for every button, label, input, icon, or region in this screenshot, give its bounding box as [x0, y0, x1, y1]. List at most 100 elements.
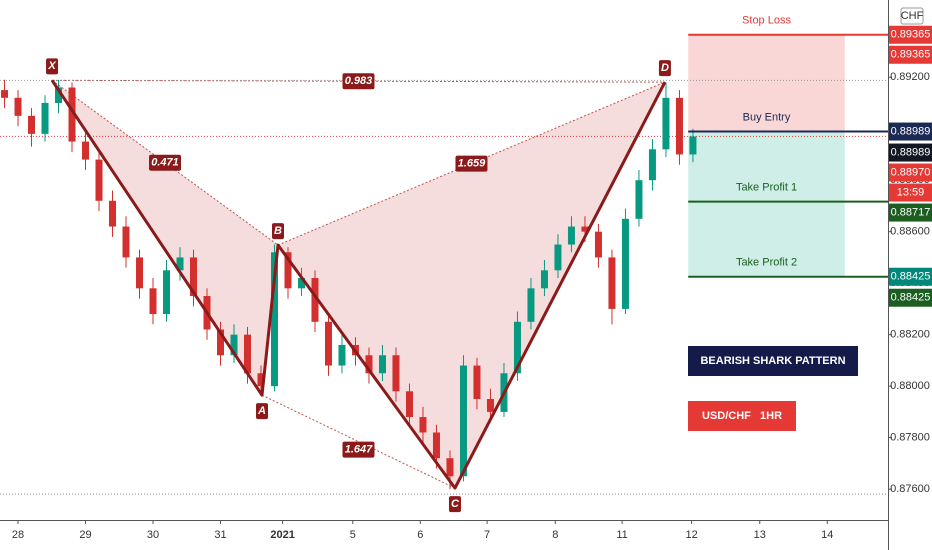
stop-price: 0.89365 [891, 49, 931, 61]
x-tick-label: 30 [147, 529, 159, 541]
candle-body [190, 257, 198, 297]
candle-body [608, 257, 616, 309]
candle-body [270, 252, 278, 387]
subtitle-bg [688, 401, 796, 431]
ratio-label: 0.471 [151, 157, 179, 169]
currency: CHF [901, 10, 924, 22]
x-tick-label: 14 [821, 529, 833, 541]
candle-body [648, 149, 656, 181]
tp1-price: 0.88717 [891, 206, 931, 218]
title-bg [688, 346, 858, 376]
candle-body [176, 257, 184, 271]
candle-body [149, 288, 157, 315]
x-tick-label: 6 [417, 529, 423, 541]
candle-body [365, 355, 373, 374]
point-badge [448, 496, 461, 513]
y-tick-label: 0.88000 [890, 380, 930, 392]
ratio-badge [455, 155, 488, 172]
candle-body [284, 252, 292, 289]
candle-body [689, 136, 697, 155]
x-tick-label: 11 [616, 529, 627, 541]
candle-body [662, 97, 670, 150]
candle-body [581, 226, 589, 232]
entry-price-bg [889, 122, 932, 141]
level-name: Stop Loss [742, 15, 791, 27]
candle-body [109, 200, 117, 227]
candle-body [311, 278, 319, 322]
point-badge [658, 60, 671, 77]
candle-body [136, 257, 144, 289]
point-badge [272, 223, 285, 240]
profit-zone [688, 131, 845, 277]
ratio-badge [149, 154, 182, 171]
tp2-price: 0.88425 [891, 271, 931, 283]
tp2-price-bg [889, 267, 932, 286]
candle-body [392, 355, 400, 392]
candle-body [419, 417, 427, 433]
ratio-badge [342, 73, 375, 90]
candle-body [324, 321, 332, 366]
entry-price: 0.88989 [891, 146, 931, 158]
candle-body [95, 159, 103, 201]
point-badge [256, 403, 269, 420]
candle-body [486, 399, 494, 412]
candle-body [446, 458, 454, 477]
candle-body [230, 334, 238, 356]
entry-price: 0.88989 [891, 125, 931, 137]
x-tick-label: 12 [685, 529, 697, 541]
stop-price-bg [889, 45, 932, 64]
point-label: D [661, 62, 669, 74]
y-tick-label: 0.87800 [890, 432, 930, 444]
candle-body [513, 321, 521, 374]
plot: 28 29 30 31 2021 5 6 7 8 11 12 13 14 X A B C D 0.983 0.471 1… [0, 15, 892, 541]
level-name: Buy Entry [743, 111, 791, 123]
pattern-legs [50, 79, 667, 490]
candle-body [675, 97, 683, 155]
candle-body [473, 365, 481, 400]
candle-body [540, 270, 548, 289]
tp2-price-bg [889, 288, 932, 307]
y-tick-label: 0.87600 [890, 483, 930, 495]
candle-body [432, 432, 440, 459]
candle-body [459, 365, 467, 477]
x-tick-label: 29 [79, 529, 91, 541]
candle-body [594, 231, 602, 258]
candle-body [122, 226, 130, 258]
x-tick-label: 28 [12, 529, 24, 541]
candle-body [216, 329, 224, 356]
last-price-bg [889, 163, 932, 182]
tp2-price: 0.88425 [891, 292, 931, 304]
countdown: 13:59 [897, 186, 925, 198]
chart-subtitle: USD/CHF 1HR [702, 410, 782, 422]
candle-body [297, 278, 305, 289]
stop-zone [688, 34, 845, 132]
candle-body [82, 141, 90, 160]
candle-body [405, 391, 413, 418]
candle-body [68, 87, 76, 142]
x-tick-label: 8 [552, 529, 558, 541]
y-tick-label: 0.89200 [890, 71, 930, 83]
candle-body [378, 355, 386, 374]
entry-price-bg [889, 143, 932, 162]
x-tick-label: 13 [754, 529, 766, 541]
candle-body [14, 97, 22, 116]
point-label: C [451, 498, 460, 510]
candle-body [567, 226, 575, 245]
point-label: A [257, 405, 266, 417]
candle-body [1, 90, 9, 98]
candle-body [621, 218, 629, 309]
stop-price-bg [889, 25, 932, 44]
x-tick-label: 5 [350, 529, 356, 541]
chart-title: BEARISH SHARK PATTERN [700, 355, 845, 367]
point-label: B [274, 225, 282, 237]
ratio-label: 1.659 [458, 158, 486, 170]
bcd-triangle [278, 82, 665, 489]
x-tick-label: 2021 [270, 529, 294, 541]
xab-triangle [52, 80, 279, 396]
level-name: Take Profit 2 [736, 257, 797, 269]
candle-body [163, 270, 171, 315]
tp1-price-bg [889, 203, 932, 222]
countdown-bg [889, 183, 932, 202]
x-tick-label: 31 [214, 529, 226, 541]
